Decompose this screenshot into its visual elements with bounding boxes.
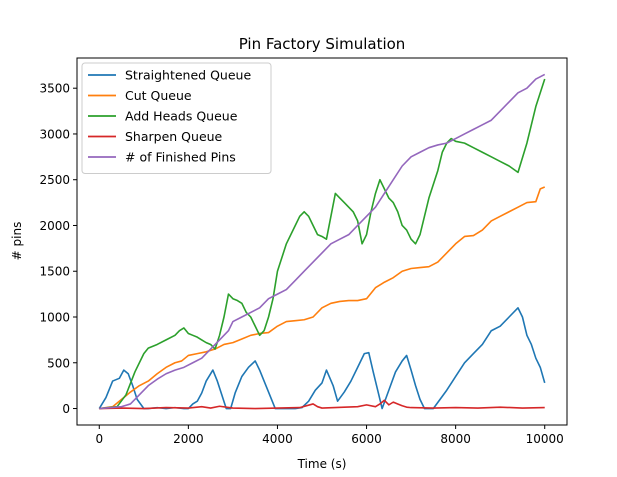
x-axis-label: Time (s) (297, 457, 347, 471)
legend-label-1: Cut Queue (125, 88, 192, 103)
axes-frame (76, 57, 568, 426)
chart-title: Pin Factory Simulation (239, 35, 406, 53)
x-tick-label: 6000 (351, 432, 382, 446)
series-line-4 (99, 73, 546, 410)
y-tick-label: 2500 (39, 173, 70, 187)
y-tick-label: 1000 (39, 311, 70, 325)
x-tick-label: 4000 (262, 432, 293, 446)
x-tick-label: 0 (95, 432, 103, 446)
x-tick-label: 8000 (440, 432, 471, 446)
legend-label-4: # of Finished Pins (125, 150, 236, 165)
y-tick-label: 2000 (39, 219, 70, 233)
x-tick-label: 10000 (526, 432, 564, 446)
y-tick-label: 1500 (39, 265, 70, 279)
y-tick-label: 3000 (39, 127, 70, 141)
series-line-3 (99, 399, 545, 410)
axis-ticks: 0 2000 4000 6000 8000 10000 0 500 1000 1500 2000 25… (39, 82, 563, 446)
plot-area (98, 73, 546, 410)
legend-label-0: Straightened Queue (125, 68, 251, 83)
y-axis-label: # pins (10, 222, 24, 261)
y-tick-label: 3500 (39, 82, 70, 96)
series-lines (98, 73, 546, 410)
legend-label-2: Add Heads Queue (125, 109, 238, 124)
y-tick-label: 0 (62, 402, 70, 416)
series-line-1 (99, 186, 546, 410)
y-tick-label: 500 (47, 356, 70, 370)
legend-box (81, 62, 272, 174)
legend: Straightened Queue Cut Queue Add Heads Que… (81, 62, 272, 174)
legend-label-3: Sharpen Queue (125, 129, 223, 144)
series-line-2 (99, 78, 546, 410)
x-tick-label: 2000 (173, 432, 204, 446)
